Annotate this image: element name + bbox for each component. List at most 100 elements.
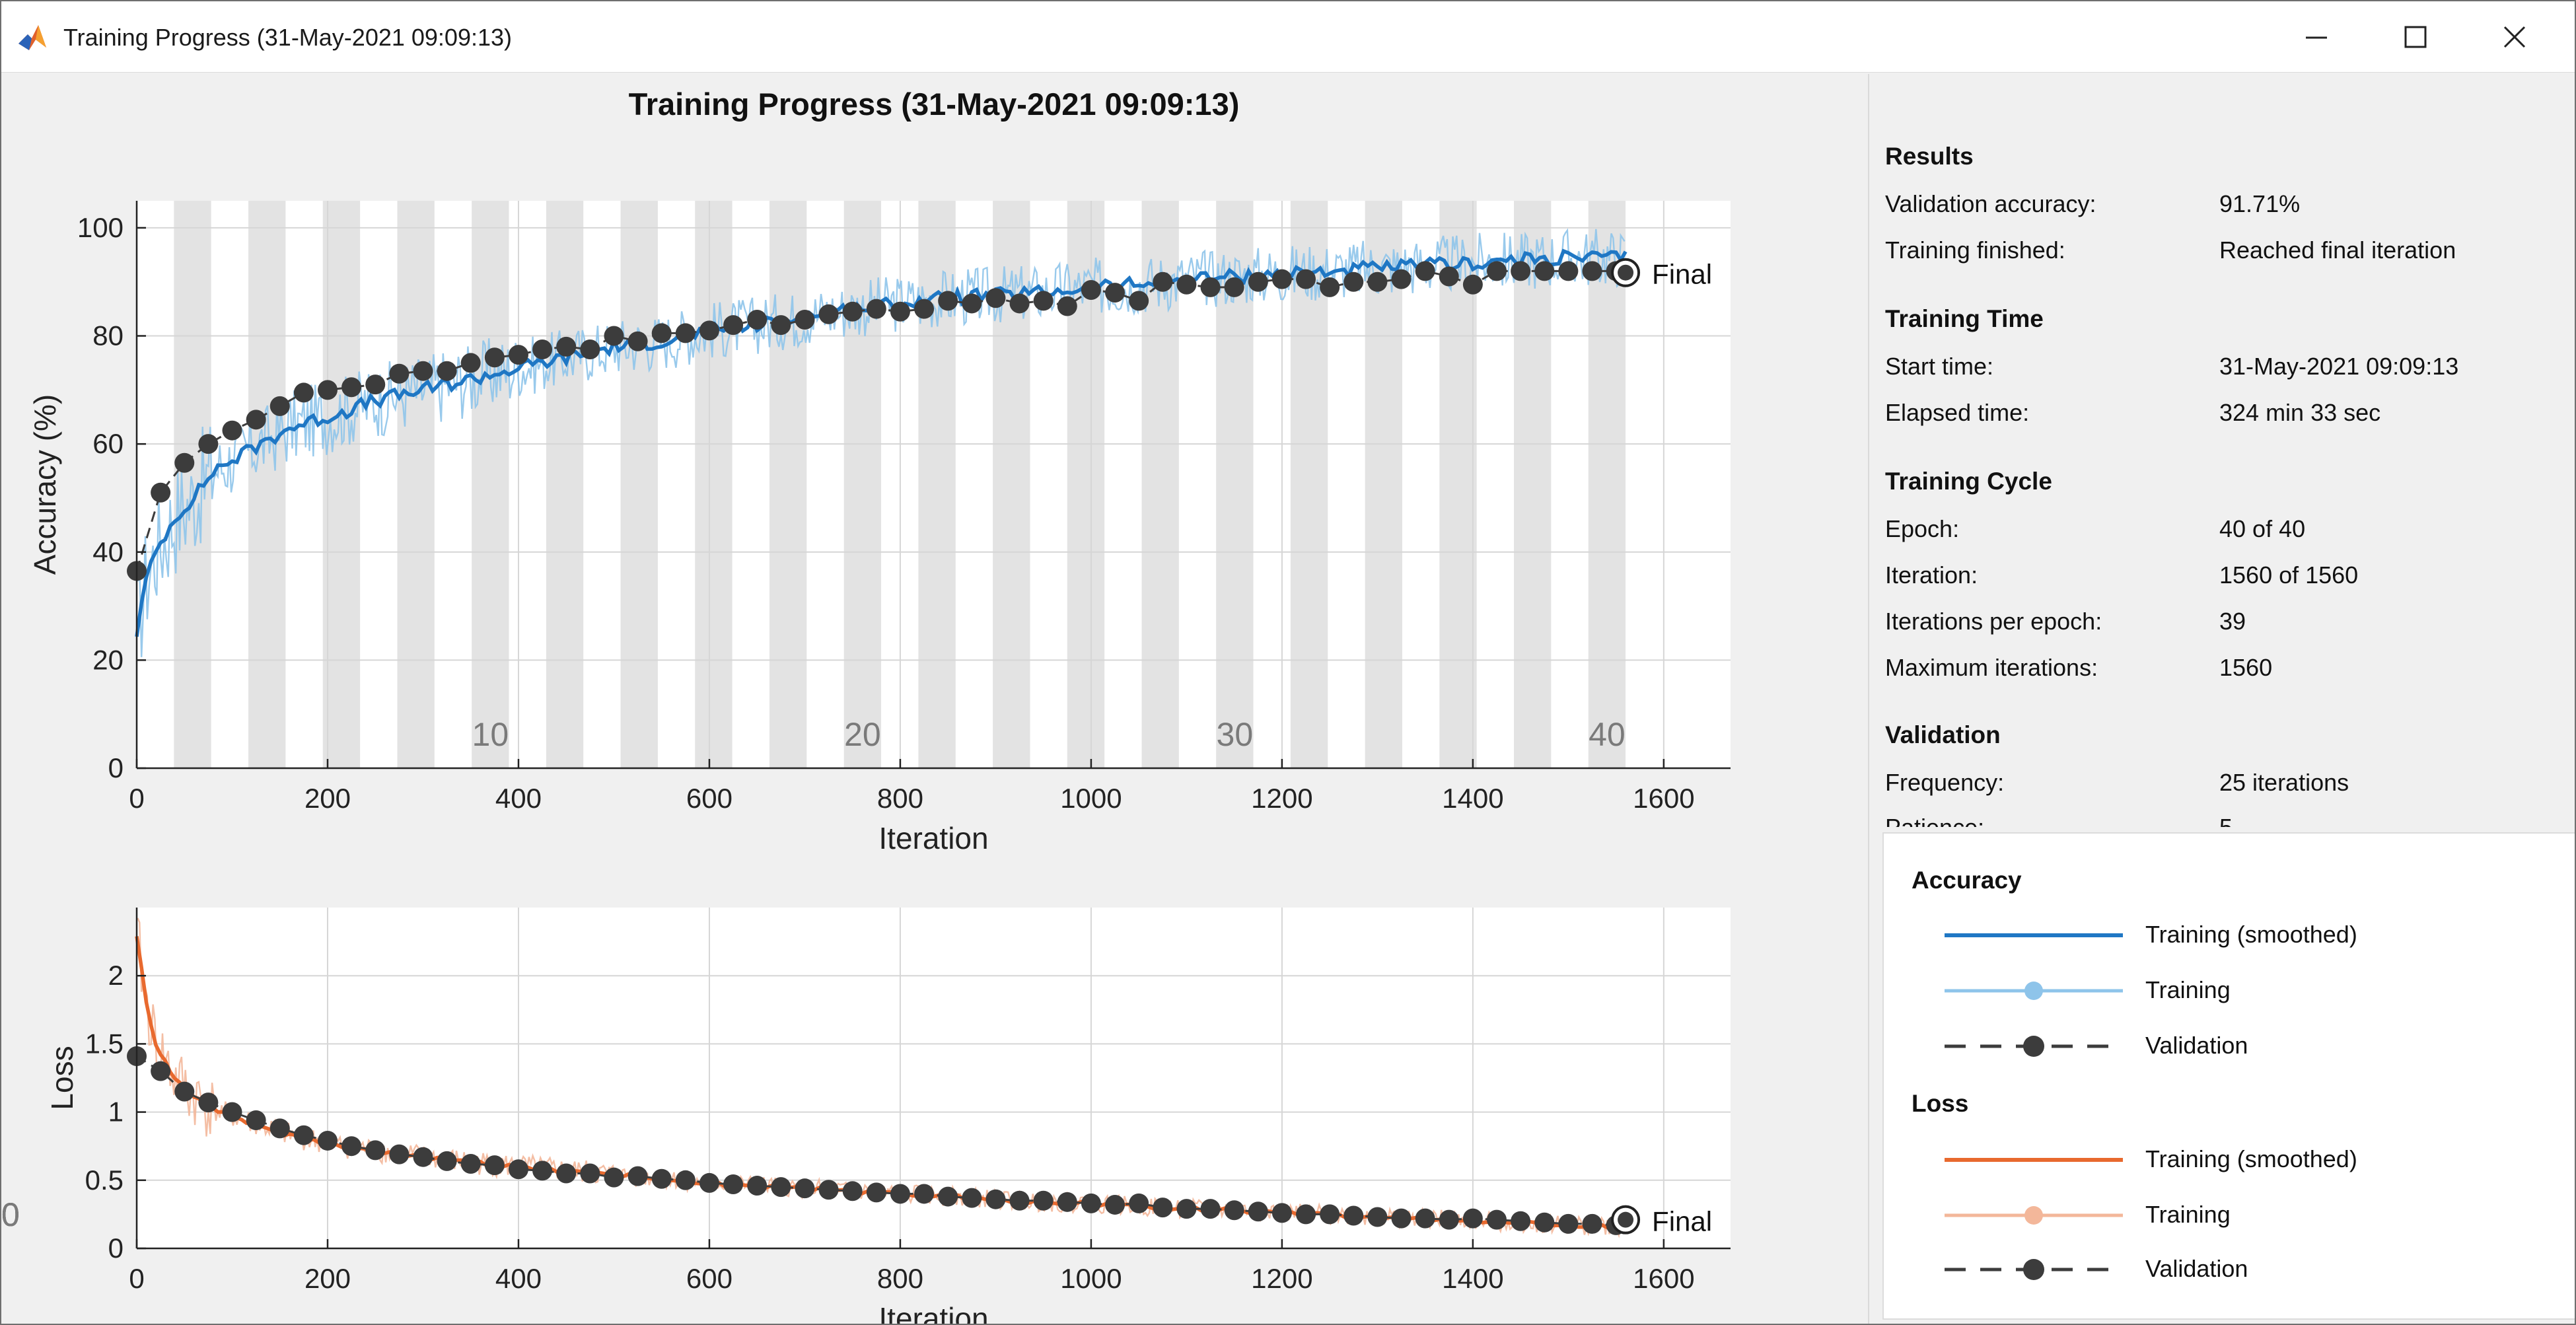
loss-x-axis-label: Iteration xyxy=(878,1301,988,1325)
accuracy-validation-point xyxy=(985,288,1006,308)
loss-validation-point xyxy=(1057,1192,1077,1212)
accuracy-x-tick-label: 1200 xyxy=(1251,783,1312,814)
accuracy-validation-point xyxy=(317,380,338,400)
accuracy-y-tick-label: 60 xyxy=(92,428,124,459)
plot-legend: Accuracy Training (smoothed) Training Va… xyxy=(1882,832,2575,1320)
loss-validation-point xyxy=(842,1181,863,1201)
loss-validation-point xyxy=(1582,1213,1602,1234)
legend-accuracy-training-label: Training xyxy=(2145,976,2231,1003)
close-button[interactable] xyxy=(2465,1,2564,73)
accuracy-epoch-label: 20 xyxy=(844,716,881,753)
iterations-per-epoch-value: 39 xyxy=(2219,608,2246,635)
iteration-value: 1560 of 1560 xyxy=(2219,561,2359,589)
minimize-button[interactable] xyxy=(2267,1,2366,73)
loss-validation-point xyxy=(151,1061,171,1081)
loss-validation-point xyxy=(890,1184,910,1204)
accuracy-epoch-band xyxy=(1290,201,1328,768)
loss-validation-point xyxy=(866,1182,886,1203)
accuracy-validation-point xyxy=(604,326,624,346)
accuracy-epoch-band xyxy=(472,201,509,768)
loss-validation-point xyxy=(795,1178,815,1199)
loss-validation-point xyxy=(413,1147,433,1167)
loss-x-tick-label: 200 xyxy=(304,1263,351,1294)
loss-y-tick-label: 2 xyxy=(108,960,124,991)
maximum-iterations-value: 1560 xyxy=(2219,654,2273,681)
loss-x-tick-label: 1600 xyxy=(1633,1263,1694,1294)
accuracy-validation-point xyxy=(1129,291,1149,311)
elapsed-time-value: 324 min 33 sec xyxy=(2219,399,2381,426)
loss-validation-point xyxy=(293,1125,314,1145)
accuracy-epoch-band xyxy=(1141,201,1179,768)
training-finished-value: Reached final iteration xyxy=(2219,236,2456,264)
accuracy-epoch-band xyxy=(1514,201,1552,768)
minimize-icon xyxy=(2306,36,2327,39)
loss-validation-point xyxy=(1534,1212,1555,1233)
accuracy-epoch-label: 30 xyxy=(1217,716,1254,753)
accuracy-validation-point xyxy=(1009,293,1030,314)
legend-accuracy-smoothed-label: Training (smoothed) xyxy=(2145,921,2357,948)
loss-validation-point xyxy=(389,1144,410,1164)
loss-validation-point xyxy=(1343,1205,1364,1226)
validation-accuracy-label: Validation accuracy: xyxy=(1885,190,2096,217)
loss-epoch-label: 30 xyxy=(1,1196,20,1233)
accuracy-validation-point xyxy=(842,301,863,322)
accuracy-x-tick-label: 1400 xyxy=(1442,783,1503,814)
accuracy-validation-point xyxy=(1033,291,1054,311)
loss-validation-point xyxy=(1009,1190,1030,1211)
maximize-button[interactable] xyxy=(2366,1,2465,73)
accuracy-x-tick-label: 200 xyxy=(304,783,351,814)
loss-epoch-label: 40 xyxy=(1,1196,20,1233)
info-scroll-area[interactable]: Results Validation accuracy: 91.71% Trai… xyxy=(1869,74,2575,827)
epoch-value: 40 of 40 xyxy=(2219,515,2306,542)
loss-validation-point xyxy=(723,1174,744,1194)
accuracy-validation-point xyxy=(460,353,481,373)
accuracy-validation-point xyxy=(1367,271,1388,292)
loss-epoch-label: 20 xyxy=(1,1196,20,1233)
iteration-label: Iteration: xyxy=(1885,561,1978,589)
loss-validation-point xyxy=(1511,1211,1531,1231)
loss-validation-point xyxy=(818,1180,839,1200)
accuracy-validation-point xyxy=(1176,274,1197,295)
legend-accuracy-validation-label: Validation xyxy=(2145,1032,2248,1059)
accuracy-validation-point xyxy=(795,309,815,330)
loss-validation-point xyxy=(222,1102,242,1122)
accuracy-x-tick-label: 600 xyxy=(686,783,733,814)
accuracy-validation-point xyxy=(1200,277,1221,297)
accuracy-x-tick-label: 1600 xyxy=(1633,783,1694,814)
accuracy-epoch-band xyxy=(322,201,361,768)
accuracy-validation-point xyxy=(1439,266,1459,287)
accuracy-validation-point xyxy=(1558,261,1579,281)
loss-validation-point xyxy=(1176,1199,1197,1219)
results-heading: Results xyxy=(1885,143,1974,170)
accuracy-validation-point xyxy=(1057,296,1077,316)
loss-validation-point xyxy=(914,1184,935,1204)
accuracy-epoch-label: 10 xyxy=(472,716,509,753)
accuracy-epoch-label: 40 xyxy=(1589,716,1626,753)
accuracy-validation-point xyxy=(556,336,577,357)
loss-validation-point xyxy=(1296,1204,1316,1225)
accuracy-validation-point xyxy=(246,410,266,430)
plot-title: Training Progress (31-May-2021 09:09:13) xyxy=(629,87,1240,122)
accuracy-validation-point xyxy=(365,375,386,395)
loss-validation-point xyxy=(1081,1193,1101,1213)
accuracy-validation-point xyxy=(1153,271,1173,292)
accuracy-validation-point xyxy=(1248,271,1268,292)
accuracy-validation-point xyxy=(1391,269,1412,289)
close-icon xyxy=(2503,26,2526,48)
accuracy-epoch-band xyxy=(769,201,807,768)
loss-validation-point xyxy=(1224,1200,1244,1221)
accuracy-x-tick-label: 800 xyxy=(877,783,923,814)
accuracy-validation-point xyxy=(962,293,982,314)
loss-validation-point xyxy=(1462,1208,1483,1229)
loss-x-tick-label: 0 xyxy=(129,1263,144,1294)
training-finished-label: Training finished: xyxy=(1885,236,2065,264)
accuracy-y-tick-label: 80 xyxy=(92,320,124,351)
accuracy-x-tick-label: 0 xyxy=(129,783,144,814)
legend-loss-smoothed-swatch xyxy=(1945,1158,2123,1162)
accuracy-validation-point xyxy=(890,301,910,322)
legend-loss-smoothed-label: Training (smoothed) xyxy=(2145,1145,2357,1172)
accuracy-validation-point xyxy=(1534,261,1555,281)
loss-validation-point xyxy=(985,1189,1006,1209)
accuracy-epoch-band xyxy=(695,201,733,768)
accuracy-validation-point xyxy=(723,315,744,336)
